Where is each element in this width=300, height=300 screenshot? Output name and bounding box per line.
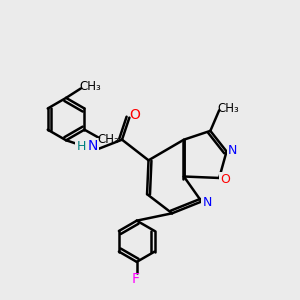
- Text: O: O: [129, 108, 140, 122]
- Text: N: N: [203, 196, 212, 209]
- Text: N: N: [87, 140, 98, 154]
- Text: CH₃: CH₃: [80, 80, 101, 94]
- Text: F: F: [131, 272, 139, 286]
- Text: O: O: [221, 173, 231, 186]
- Text: N: N: [228, 144, 237, 158]
- Text: CH₃: CH₃: [98, 133, 119, 146]
- Text: CH₃: CH₃: [217, 102, 239, 115]
- Text: H: H: [77, 140, 86, 153]
